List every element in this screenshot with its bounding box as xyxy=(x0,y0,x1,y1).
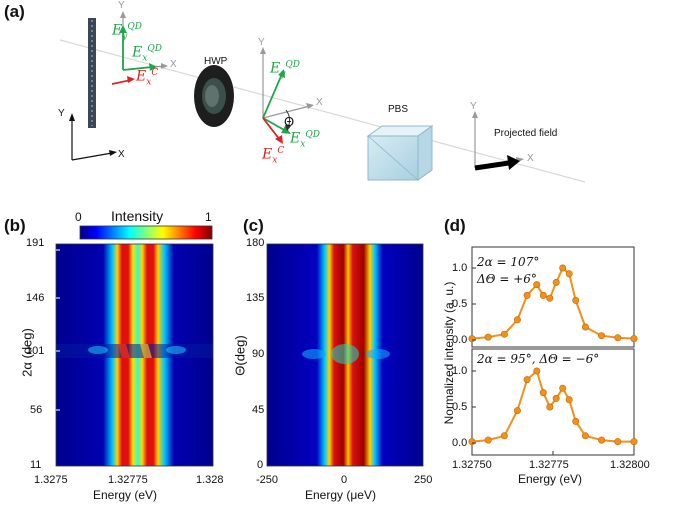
data-point xyxy=(565,270,573,278)
d-ytick-top: 0.5 xyxy=(452,298,468,310)
data-point xyxy=(468,438,476,446)
data-point xyxy=(614,334,622,342)
c-ytick: 45 xyxy=(252,404,265,416)
c-ytick: 90 xyxy=(252,348,265,360)
ey-qd-label-1: EyQD xyxy=(112,22,142,42)
heatmap-b xyxy=(55,243,214,467)
heatmap-c xyxy=(266,243,424,467)
data-point xyxy=(484,333,492,341)
data-point xyxy=(559,384,567,392)
data-point xyxy=(572,417,580,425)
axis-x-label-1: X xyxy=(170,59,177,70)
d-xlabel: Energy (eV) xyxy=(518,472,583,486)
data-point xyxy=(533,281,541,289)
data-point xyxy=(565,396,573,404)
data-point xyxy=(552,394,560,402)
ex-qd-label-1: ExQD xyxy=(132,44,162,64)
d-bottom-annot: 2α = 95°, ΔΘ = −6° xyxy=(477,352,600,366)
d-xtick: 1.32775 xyxy=(529,459,569,471)
data-point xyxy=(559,264,567,272)
d-ytick-bottom: 1.0 xyxy=(452,365,468,377)
b-ytick: 191 xyxy=(26,237,45,249)
axis-y-label-1: Y xyxy=(118,0,125,11)
data-point xyxy=(533,367,541,375)
c-ytick: 180 xyxy=(246,237,265,249)
colorbar-title: Intensity xyxy=(111,208,164,224)
c-ytick: 0 xyxy=(257,459,264,471)
fit-curve xyxy=(471,266,635,340)
data-point xyxy=(484,436,492,444)
ex-qd-label-2: ExQD xyxy=(290,130,320,150)
data-point xyxy=(500,330,508,338)
axis-x-label-3: X xyxy=(527,153,534,164)
data-point xyxy=(468,335,476,343)
b-ytick: 11 xyxy=(30,459,42,471)
data-point xyxy=(572,296,580,304)
axis-x-label-2: X xyxy=(316,97,323,108)
data-point xyxy=(598,436,606,444)
d-xtick: 1.32800 xyxy=(610,459,650,471)
c-xtick: 250 xyxy=(414,474,433,486)
axis-y-label-ref: Y xyxy=(58,108,65,119)
ex-c-label-2: ExC xyxy=(262,146,285,166)
d-ylabel: Normalized intensity (a. u.) xyxy=(442,281,456,425)
c-ylabel: Θ(deg) xyxy=(232,335,248,376)
panel-label-d: (d) xyxy=(444,216,466,235)
data-point xyxy=(581,323,589,331)
panel-label-b: (b) xyxy=(4,216,26,235)
pbs-label: PBS xyxy=(388,104,409,115)
axis-y-label-2: Y xyxy=(258,37,265,48)
data-point xyxy=(598,332,606,340)
d-ytick-top: 1.0 xyxy=(452,262,468,274)
axis-y-label-3: Y xyxy=(470,101,477,112)
data-point xyxy=(552,278,560,286)
c-xtick: 0 xyxy=(341,474,348,486)
c-ytick: 135 xyxy=(246,292,265,304)
data-point xyxy=(523,376,531,384)
data-point xyxy=(539,389,547,397)
data-point xyxy=(500,432,508,440)
d-top-annot-1: 2α = 107° xyxy=(477,255,540,269)
data-point xyxy=(546,294,554,302)
c-xlabel: Energy (μeV) xyxy=(305,488,376,502)
d-top-annot-2: ΔΘ = +6° xyxy=(477,272,537,286)
d-xtick: 1.32750 xyxy=(452,459,492,471)
b-xlabel: Energy (eV) xyxy=(93,488,158,502)
c-xtick: -250 xyxy=(256,474,279,486)
ey-qd-label-2: EyQD xyxy=(270,60,300,80)
b-xtick: 1.32775 xyxy=(108,474,148,486)
data-point xyxy=(546,403,554,411)
data-point xyxy=(523,291,531,299)
data-point xyxy=(630,438,638,446)
theta-label: Θ xyxy=(284,114,295,129)
d-ytick-top: 0.0 xyxy=(452,334,468,346)
projected-field-label: Projected field xyxy=(494,128,558,139)
b-xtick: 1.328 xyxy=(196,474,224,486)
hwp-label: HWP xyxy=(204,56,228,67)
data-point xyxy=(614,438,622,446)
b-ylabel: 2α (deg) xyxy=(19,328,35,377)
panel-label-c: (c) xyxy=(243,216,264,235)
colorbar-min: 0 xyxy=(75,210,82,224)
d-ytick-bottom: 0.5 xyxy=(452,401,468,413)
data-point xyxy=(513,316,521,324)
panel-label-a: (a) xyxy=(4,2,25,21)
d-ytick-bottom: 0.0 xyxy=(452,437,468,449)
data-point xyxy=(513,407,521,415)
plot-d-top xyxy=(468,264,638,343)
b-xtick: 1.3275 xyxy=(34,474,68,486)
plot-d-bottom xyxy=(468,367,638,446)
axis-x-label-ref: X xyxy=(118,149,125,160)
ex-c-label-1: ExC xyxy=(136,68,159,88)
b-ytick: 146 xyxy=(26,292,45,304)
colorbar-max: 1 xyxy=(205,210,212,224)
data-point xyxy=(630,335,638,343)
data-point xyxy=(539,291,547,299)
b-ytick: 56 xyxy=(30,404,43,416)
b-ytick: 101 xyxy=(26,345,45,357)
data-point xyxy=(581,432,589,440)
fit-curve xyxy=(471,369,634,443)
